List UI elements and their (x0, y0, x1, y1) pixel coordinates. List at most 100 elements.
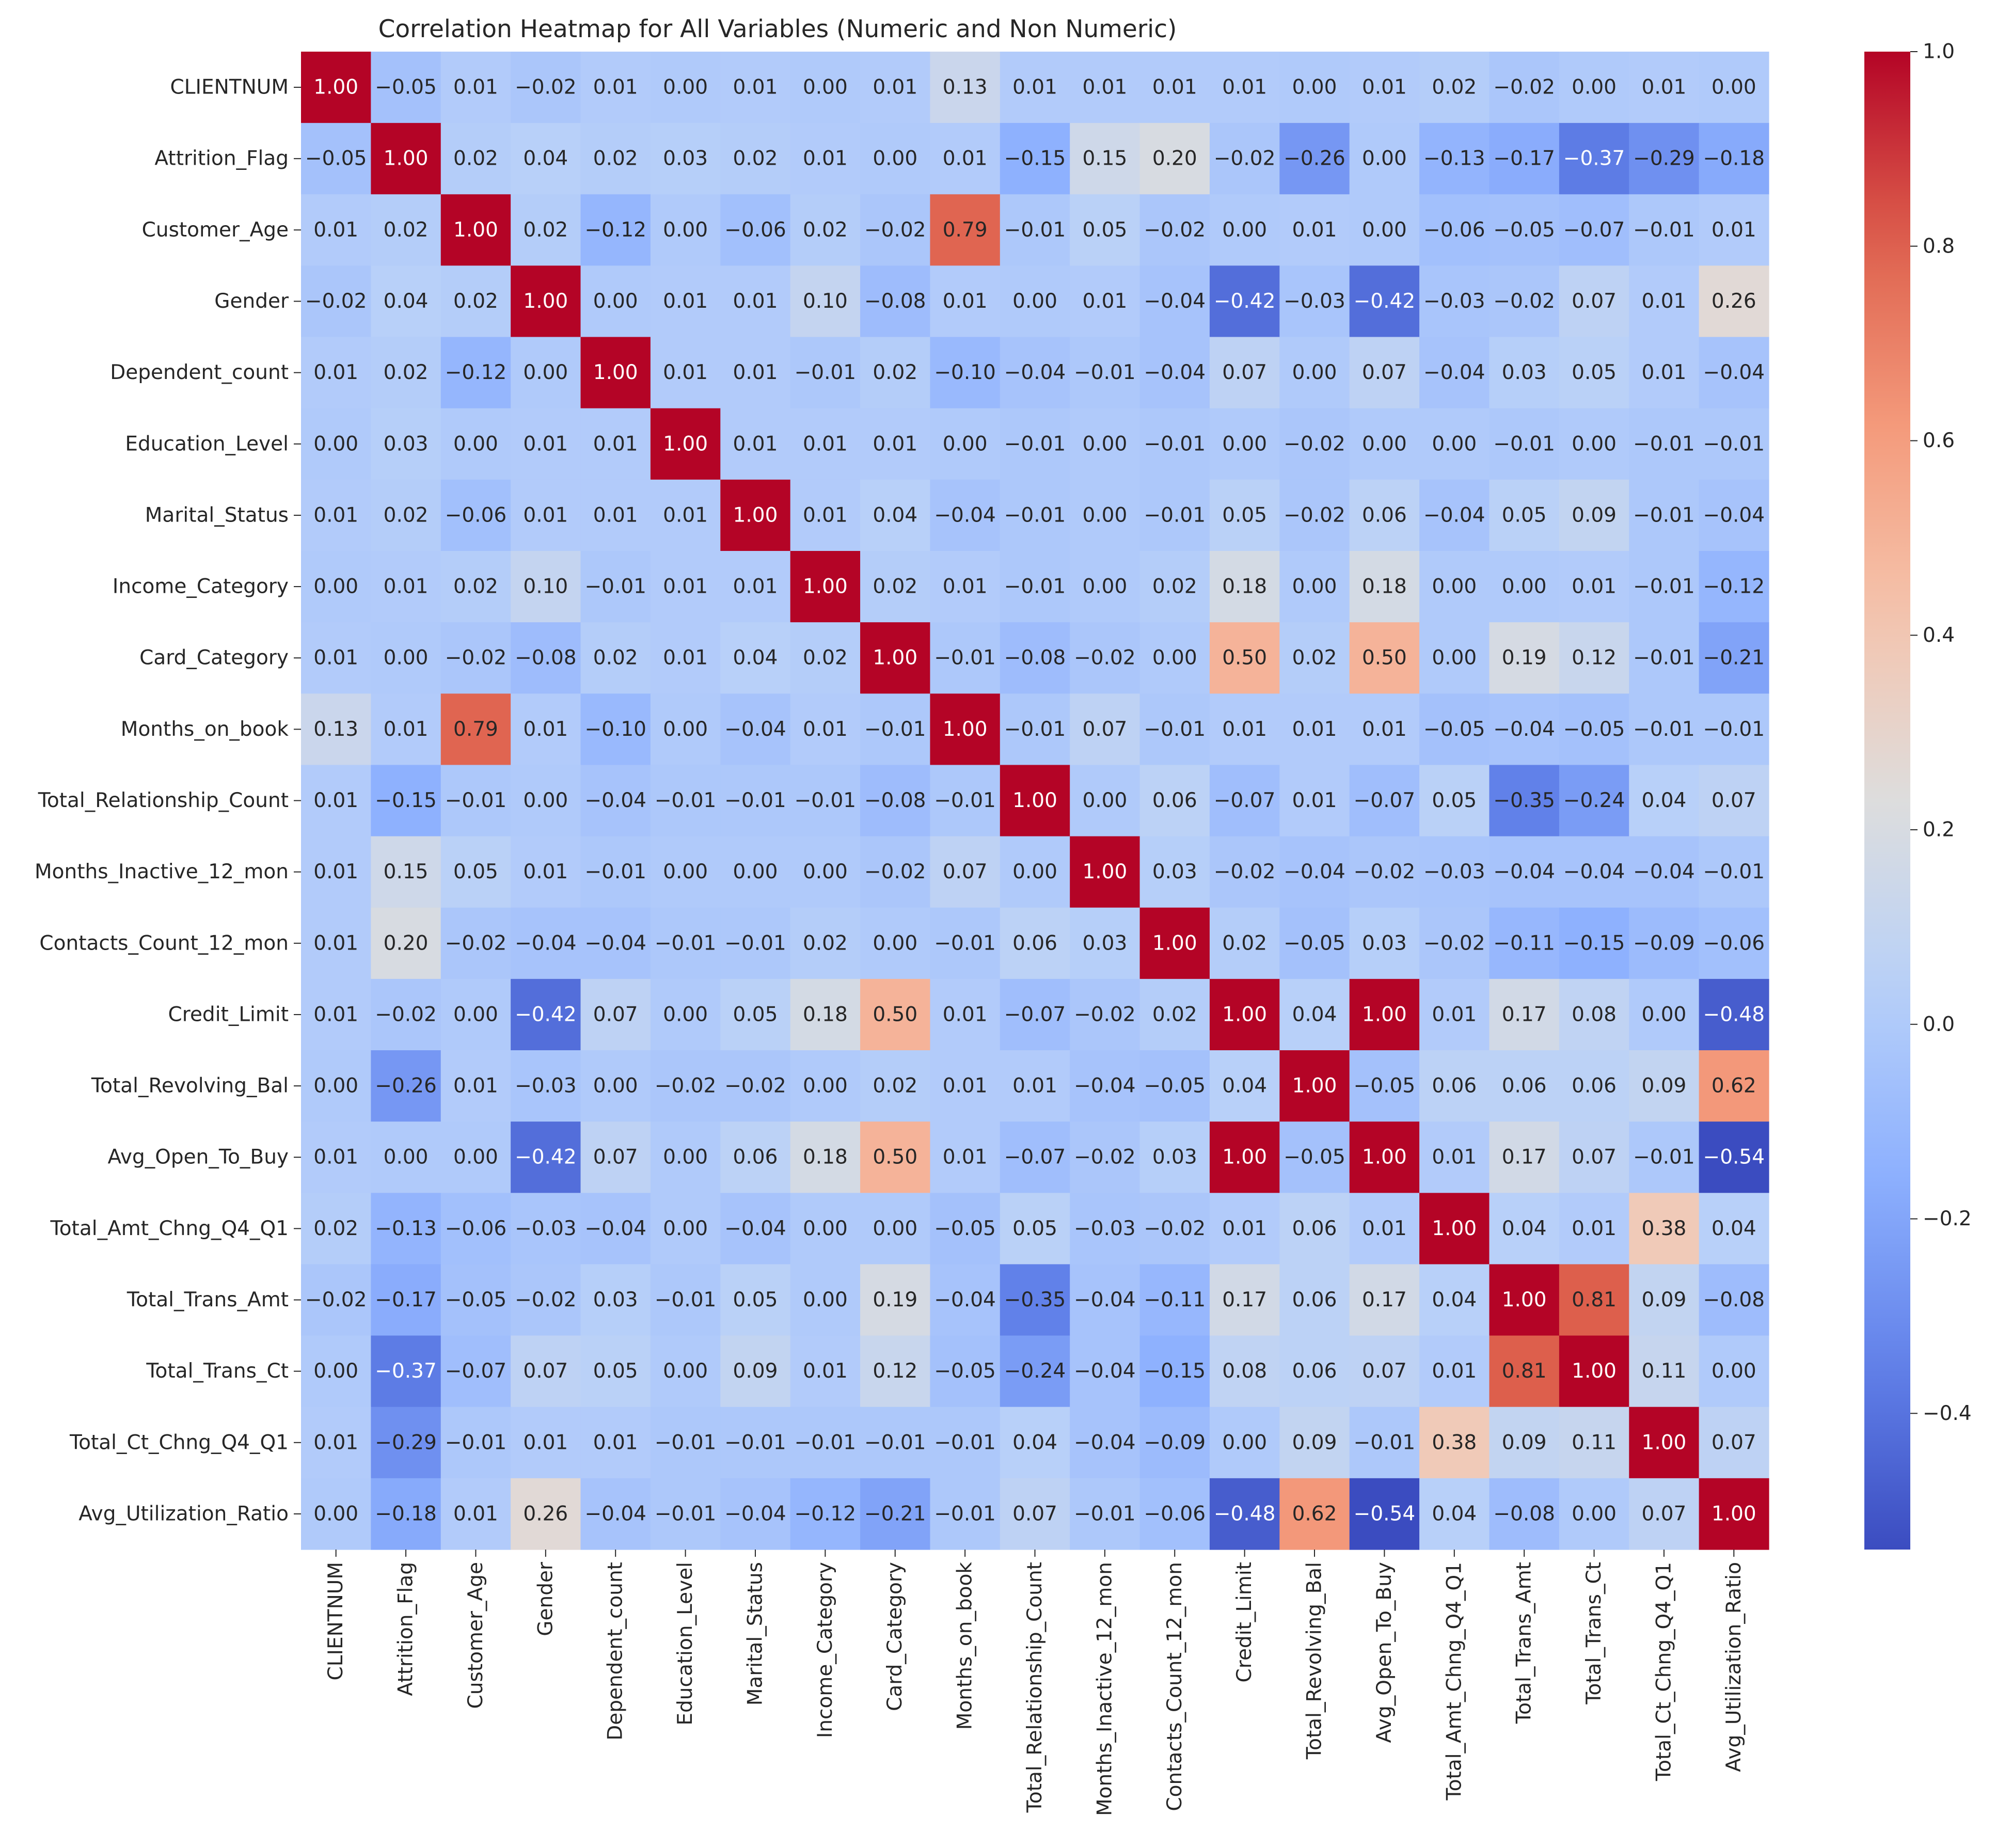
cell-value-label: 0.04 (1432, 1502, 1477, 1525)
heatmap-cell (1489, 52, 1560, 123)
heatmap-cell (930, 765, 1001, 837)
cell-value-label: 0.00 (1572, 1502, 1617, 1525)
cell-value-label: −0.02 (375, 1003, 437, 1026)
heatmap-cell (301, 1407, 371, 1479)
cell-value-label: −0.08 (1703, 1288, 1765, 1312)
cell-value-label: −0.01 (445, 1431, 507, 1454)
cell-value-label: 1.00 (593, 361, 638, 384)
cell-value-label: −0.03 (515, 1217, 577, 1240)
heatmap-cell (720, 123, 791, 195)
cell-value-label: −0.07 (1004, 1146, 1066, 1169)
heatmap-cell (1489, 978, 1560, 1051)
heatmap-cell (301, 194, 371, 266)
cell-value-label: 0.50 (873, 1003, 917, 1026)
cell-value-label: 0.06 (1362, 503, 1407, 527)
heatmap-cell (580, 1050, 651, 1122)
heatmap-cell (860, 693, 931, 766)
heatmap-cell (720, 265, 791, 338)
heatmap-cell (1559, 907, 1629, 980)
cell-value-label: −0.09 (1633, 931, 1695, 955)
heatmap-cell (1209, 52, 1280, 123)
cell-value-label: −0.05 (305, 147, 367, 170)
cell-value-label: 0.00 (523, 361, 568, 384)
y-tick-label: Total_Amt_Chng_Q4_Q1 (50, 1217, 289, 1240)
cell-value-label: 0.01 (313, 218, 358, 242)
colorbar-tick-label: 1.0 (1923, 40, 1955, 64)
cell-value-label: −0.12 (1703, 575, 1765, 598)
heatmap-cell (860, 836, 931, 908)
cell-value-label: −0.01 (795, 361, 857, 384)
cell-value-label: 1.00 (873, 646, 917, 670)
heatmap-cell (1070, 479, 1140, 551)
cell-value-label: 0.00 (803, 76, 848, 99)
heatmap-cell (371, 265, 441, 338)
heatmap-cell (1139, 265, 1210, 338)
cell-value-label: 0.81 (1572, 1288, 1617, 1312)
heatmap-cell (1349, 194, 1420, 266)
heatmap-cell (1349, 836, 1420, 908)
cell-value-label: 0.79 (943, 218, 988, 242)
x-tick-label: CLIENTNUM (324, 1562, 347, 1680)
cell-value-label: 0.50 (1362, 646, 1407, 670)
heatmap-cell (1070, 194, 1140, 266)
heatmap-cell (511, 693, 581, 766)
cell-value-label: −0.01 (655, 1288, 717, 1312)
heatmap-cell (1349, 1407, 1420, 1479)
heatmap-cell (860, 1407, 931, 1479)
cell-value-label: 0.01 (873, 76, 917, 99)
heatmap-cell (580, 1122, 651, 1193)
x-tick-label: Customer_Age (464, 1562, 487, 1709)
heatmap-cell (860, 123, 931, 195)
cell-value-label: −0.01 (584, 860, 646, 883)
cell-value-label: 0.02 (873, 1075, 917, 1098)
cell-value-label: 0.02 (1222, 931, 1267, 955)
heatmap-cell (1489, 337, 1560, 409)
heatmap-cell (1000, 1407, 1070, 1479)
heatmap-cell (301, 765, 371, 837)
heatmap-cell (511, 52, 581, 123)
cell-value-label: 0.02 (313, 1217, 358, 1240)
heatmap-cell (580, 337, 651, 409)
cell-value-label: 0.04 (523, 147, 568, 170)
heatmap-cell (1070, 1478, 1140, 1550)
cell-value-label: 1.00 (1642, 1431, 1687, 1454)
heatmap-cell (1070, 765, 1140, 837)
cell-value-label: 0.13 (943, 76, 988, 99)
heatmap-cell (860, 1122, 931, 1193)
x-tick-label: Marital_Status (743, 1562, 767, 1705)
cell-value-label: 0.26 (1712, 290, 1756, 313)
heatmap-cell (1279, 1050, 1350, 1122)
heatmap-cell (301, 1335, 371, 1408)
cell-value-label: −0.01 (1144, 503, 1206, 527)
cell-value-label: 0.04 (1222, 1075, 1267, 1098)
colorbar-gradient (1864, 52, 1910, 1550)
heatmap-cell (1139, 1122, 1210, 1193)
heatmap-cell (1349, 693, 1420, 766)
heatmap-cell (790, 194, 861, 266)
cell-value-label: −0.05 (375, 76, 437, 99)
cell-value-label: 0.15 (1082, 147, 1127, 170)
cell-value-label: −0.07 (1354, 789, 1416, 812)
heatmap-cell (720, 765, 791, 837)
cell-value-label: 1.00 (1222, 1146, 1267, 1169)
y-tick-label: Marital_Status (145, 503, 289, 527)
cell-value-label: 0.18 (803, 1003, 848, 1026)
heatmap-cell (371, 836, 441, 908)
x-tick-label: Total_Ct_Chng_Q4_Q1 (1652, 1562, 1675, 1781)
chart-title: Correlation Heatmap for All Variables (N… (378, 15, 1177, 43)
cell-value-label: 0.01 (733, 290, 778, 313)
cell-value-label: −0.02 (1423, 931, 1485, 955)
cell-value-label: −0.07 (1563, 218, 1625, 242)
cell-value-label: −0.08 (515, 646, 577, 670)
cell-value-label: 0.01 (593, 76, 638, 99)
cell-value-label: 0.00 (873, 1217, 917, 1240)
heatmap-cell (1000, 551, 1070, 623)
cell-value-label: −0.02 (445, 646, 507, 670)
cell-value-label: −0.01 (584, 575, 646, 598)
cell-value-label: 0.00 (453, 1003, 498, 1026)
cell-value-label: 0.03 (1152, 860, 1197, 883)
cell-value-label: −0.02 (724, 1075, 786, 1098)
y-tick-label: Dependent_count (110, 361, 289, 384)
cell-value-label: −0.18 (1703, 147, 1765, 170)
heatmap-cell (790, 1407, 861, 1479)
